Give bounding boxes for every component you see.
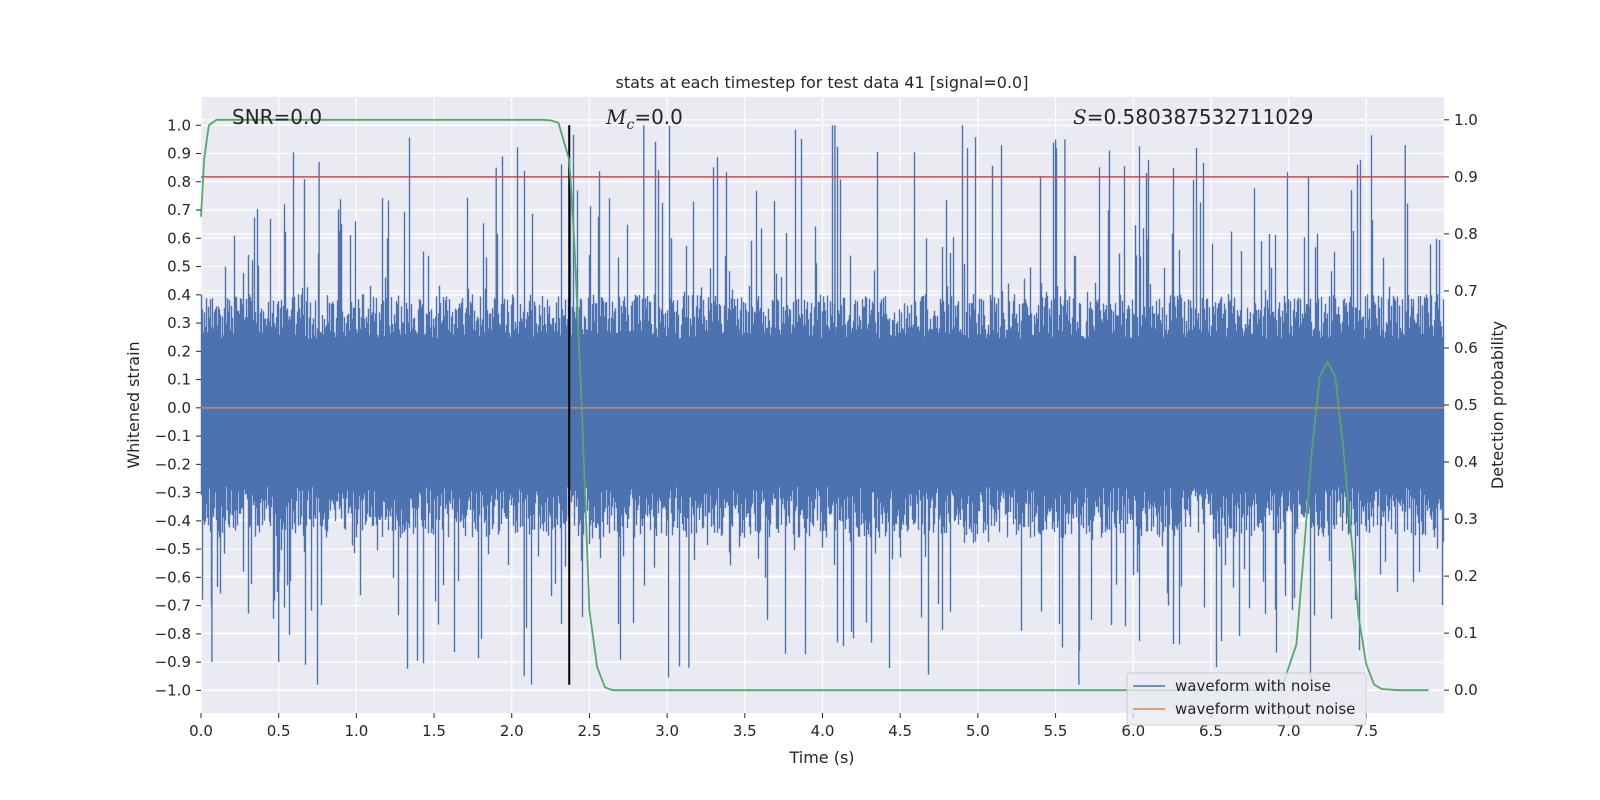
y-tick-label: −0.7 xyxy=(155,597,191,615)
score-value: =0.580387532711029 xyxy=(1087,105,1314,129)
y2-axis-ticks: 1.0 0.9 0.8 0.7 0.6 0.5 0.4 0.3 0.2 0.1 0.0 xyxy=(1444,111,1478,699)
y-tick-label: −0.5 xyxy=(155,540,191,558)
chart-title: stats at each timestep for test data 41 … xyxy=(616,73,1029,92)
x-tick-label: 5.0 xyxy=(966,722,990,740)
y-tick-label: −0.2 xyxy=(155,455,191,473)
y2-axis-label: Detection probability xyxy=(1488,321,1507,489)
chirp-mass-annotation: Mc=0.0 xyxy=(605,105,683,133)
x-tick-label: 0.0 xyxy=(189,722,213,740)
x-tick-label: 3.5 xyxy=(733,722,757,740)
x-tick-label: 5.5 xyxy=(1044,722,1068,740)
y-tick-label: 0.0 xyxy=(167,399,191,417)
x-tick-label: 2.0 xyxy=(500,722,524,740)
y2-tick-label: 0.5 xyxy=(1454,396,1478,414)
legend-label-with-noise: waveform with noise xyxy=(1175,677,1331,695)
y-tick-label: 0.7 xyxy=(167,201,191,219)
y2-tick-label: 0.4 xyxy=(1454,453,1478,471)
y2-tick-label: 0.9 xyxy=(1454,168,1478,186)
y-tick-label: −0.9 xyxy=(155,653,191,671)
legend-label-without-noise: waveform without noise xyxy=(1175,700,1355,718)
y2-tick-label: 0.6 xyxy=(1454,339,1478,357)
y-tick-label: 0.9 xyxy=(167,145,191,163)
score-annotation: S=0.580387532711029 xyxy=(1073,105,1313,129)
y-tick-label: 0.5 xyxy=(167,258,191,276)
y-tick-label: 0.8 xyxy=(167,173,191,191)
y2-tick-label: 0.0 xyxy=(1454,681,1478,699)
x-tick-label: 7.5 xyxy=(1354,722,1378,740)
y2-tick-label: 0.7 xyxy=(1454,282,1478,300)
x-tick-label: 7.0 xyxy=(1277,722,1301,740)
y2-tick-label: 0.1 xyxy=(1454,624,1478,642)
chirp-mass-value: =0.0 xyxy=(634,105,683,129)
y-tick-label: −0.8 xyxy=(155,625,191,643)
y-axis-ticks: 1.0 0.9 0.8 0.7 0.6 0.5 0.4 0.3 0.2 0.1 0.0 −0.1 −0.… xyxy=(155,116,201,699)
chirp-mass-subscript: c xyxy=(626,117,634,133)
y2-tick-label: 0.8 xyxy=(1454,225,1478,243)
x-tick-label: 0.5 xyxy=(267,722,291,740)
legend: waveform with noise waveform without noi… xyxy=(1126,672,1367,726)
chirp-mass-symbol: M xyxy=(605,105,627,129)
x-axis-label: Time (s) xyxy=(788,748,854,767)
y-tick-label: 0.2 xyxy=(167,342,191,360)
y-tick-label: −0.6 xyxy=(155,568,191,586)
x-tick-label: 2.5 xyxy=(578,722,602,740)
y-tick-label: 1.0 xyxy=(167,116,191,134)
y-tick-label: −0.1 xyxy=(155,427,191,445)
x-tick-label: 4.0 xyxy=(811,722,835,740)
x-tick-label: 1.5 xyxy=(422,722,446,740)
y-tick-label: −0.3 xyxy=(155,484,191,502)
y-tick-label: −0.4 xyxy=(155,512,191,530)
x-tick-label: 6.5 xyxy=(1199,722,1223,740)
y2-tick-label: 1.0 xyxy=(1454,111,1478,129)
series-detection-probability xyxy=(200,118,1429,692)
y-axis-label: Whitened strain xyxy=(124,341,143,468)
score-symbol: S xyxy=(1073,105,1087,129)
snr-annotation: SNR=0.0 xyxy=(232,105,322,129)
y2-tick-label: 0.2 xyxy=(1454,567,1478,585)
y-tick-label: 0.3 xyxy=(167,314,191,332)
x-axis-ticks: 0.0 0.5 1.0 1.5 2.0 2.5 3.0 3.5 4.0 4.5 5.0 5.5 6.0 6… xyxy=(189,713,1378,740)
x-tick-label: 4.5 xyxy=(888,722,912,740)
y-tick-label: 0.6 xyxy=(167,229,191,247)
x-tick-label: 6.0 xyxy=(1121,722,1145,740)
y-tick-label: 0.4 xyxy=(167,286,191,304)
y-tick-label: 0.1 xyxy=(167,371,191,389)
x-tick-label: 1.0 xyxy=(344,722,368,740)
x-tick-label: 3.0 xyxy=(655,722,679,740)
y2-tick-label: 0.3 xyxy=(1454,510,1478,528)
legend-box xyxy=(1126,672,1367,726)
y-tick-label: −1.0 xyxy=(155,681,191,699)
